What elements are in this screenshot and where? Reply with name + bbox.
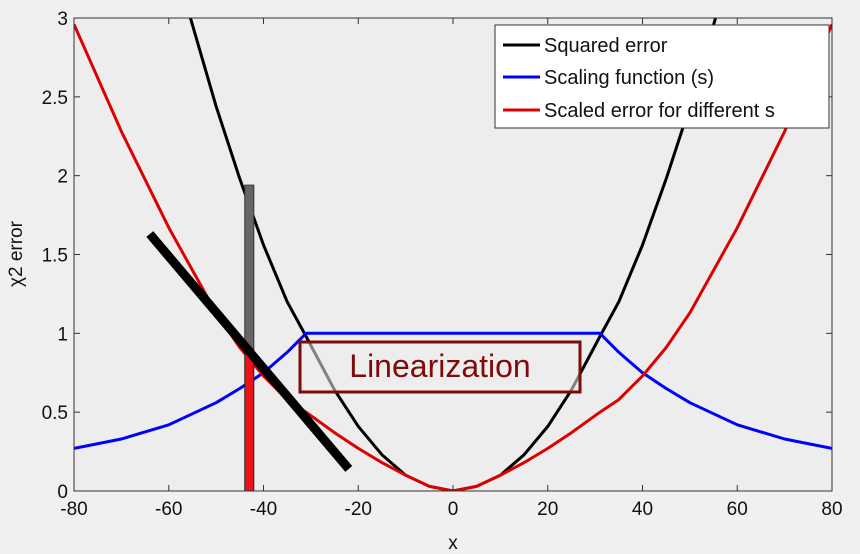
y-tick-label: 1.5 (42, 246, 68, 267)
legend: Squared error Scaling function (s) Scale… (494, 24, 830, 129)
y-tick-label: 1 (57, 324, 68, 345)
x-tick-label: -60 (155, 499, 182, 520)
x-tick-label: -80 (60, 499, 87, 520)
linearization-label: Linearization (349, 348, 530, 384)
legend-box (494, 24, 830, 129)
linearization-gray-bar (244, 184, 255, 350)
linearization-red-bar (244, 348, 255, 492)
series-line-squared-error (188, 18, 718, 491)
linearization-annotation: Linearization (298, 340, 582, 394)
y-tick-label: 0 (57, 482, 68, 503)
y-tick-label: 2 (57, 167, 68, 188)
legend-label-scaling-function: Scaling function (s) (544, 67, 714, 89)
y-tick-label: 3 (57, 9, 68, 30)
x-tick-label: 80 (821, 499, 842, 520)
x-tick-label: -20 (345, 499, 372, 520)
y-tick-label: 2.5 (42, 88, 68, 109)
y-axis-label: χ2 error (6, 220, 27, 287)
legend-label-scaled-error: Scaled error for different s (544, 100, 775, 122)
x-tick-label: 40 (632, 499, 653, 520)
linearization-box (298, 340, 582, 394)
y-tick-label: 0.5 (42, 403, 68, 424)
x-tick-label: 20 (537, 499, 558, 520)
x-tick-label: 60 (727, 499, 748, 520)
legend-label-squared-error: Squared error (544, 35, 668, 57)
x-axis-label: x (448, 533, 458, 554)
series-line-scaling-function-s (74, 331, 832, 450)
x-tick-label: 0 (448, 499, 459, 520)
tangent-line (146, 231, 353, 472)
tick-layer: -80 -60 -40 -20 0 20 40 60 80 0 0.5 1 1.5 2 2.5 3 (42, 9, 843, 520)
x-tick-label: -40 (250, 499, 277, 520)
